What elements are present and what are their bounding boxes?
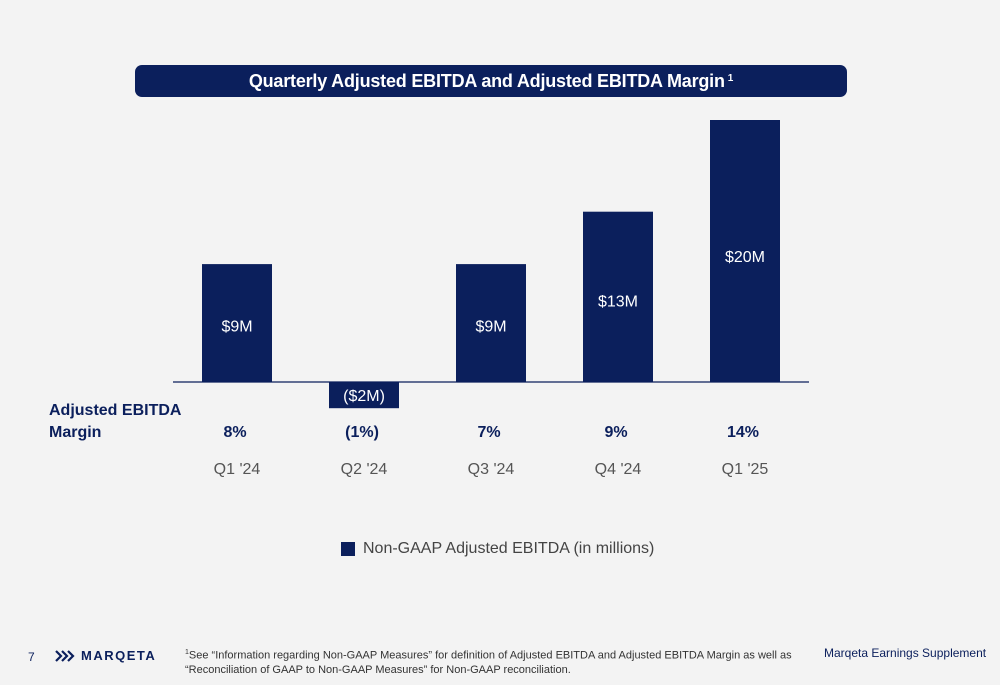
bar-3 [583, 211, 653, 382]
footnote-line2: “Reconciliation of GAAP to Non-GAAP Meas… [185, 663, 571, 676]
page-number: 7 [28, 650, 35, 664]
category-label-4: Q1 '25 [722, 461, 769, 478]
footnote-line1: See “Information regarding Non-GAAP Meas… [188, 649, 792, 662]
margin-value-4: 14% [727, 424, 759, 441]
category-label-1: Q2 '24 [341, 461, 388, 478]
footnote: 1See “Information regarding Non-GAAP Mea… [185, 646, 805, 677]
category-label-3: Q4 '24 [595, 461, 642, 478]
bar-1 [329, 382, 399, 409]
category-label-2: Q3 '24 [468, 461, 515, 478]
bar-4 [710, 120, 780, 382]
document-title: Marqeta Earnings Supplement [824, 646, 987, 660]
bar-value-label-4: $20M [725, 249, 765, 266]
bar-0 [202, 264, 272, 382]
footnote-marker: 1 [185, 649, 189, 656]
margin-row-title: Adjusted EBITDA Margin [49, 400, 181, 444]
chart-title-bar: Quarterly Adjusted EBITDA and Adjusted E… [135, 65, 847, 97]
margin-value-3: 9% [604, 424, 627, 441]
margin-row-title-line2: Margin [49, 424, 102, 441]
legend-label: Non-GAAP Adjusted EBITDA (in millions) [363, 540, 655, 557]
title-footnote-marker: 1 [727, 72, 734, 84]
bar-value-label-1: ($2M) [343, 388, 385, 405]
bar-2 [456, 264, 526, 382]
legend: Non-GAAP Adjusted EBITDA (in millions) [341, 540, 654, 558]
chart-title: Quarterly Adjusted EBITDA and Adjusted E… [248, 70, 725, 91]
legend-swatch [341, 542, 355, 556]
brand-name: MARQETA [81, 648, 157, 663]
brand-logo: MARQETA [55, 648, 156, 663]
marqeta-logo-icon [55, 649, 75, 662]
margin-row-title-line1: Adjusted EBITDA [49, 402, 182, 419]
category-label-0: Q1 '24 [214, 461, 261, 478]
bar-value-label-3: $13M [598, 293, 638, 310]
margin-value-0: 8% [223, 424, 246, 441]
bar-value-label-0: $9M [221, 318, 252, 335]
bar-value-label-2: $9M [475, 318, 506, 335]
margin-value-2: 7% [477, 424, 500, 441]
margin-value-1: (1%) [345, 424, 379, 441]
